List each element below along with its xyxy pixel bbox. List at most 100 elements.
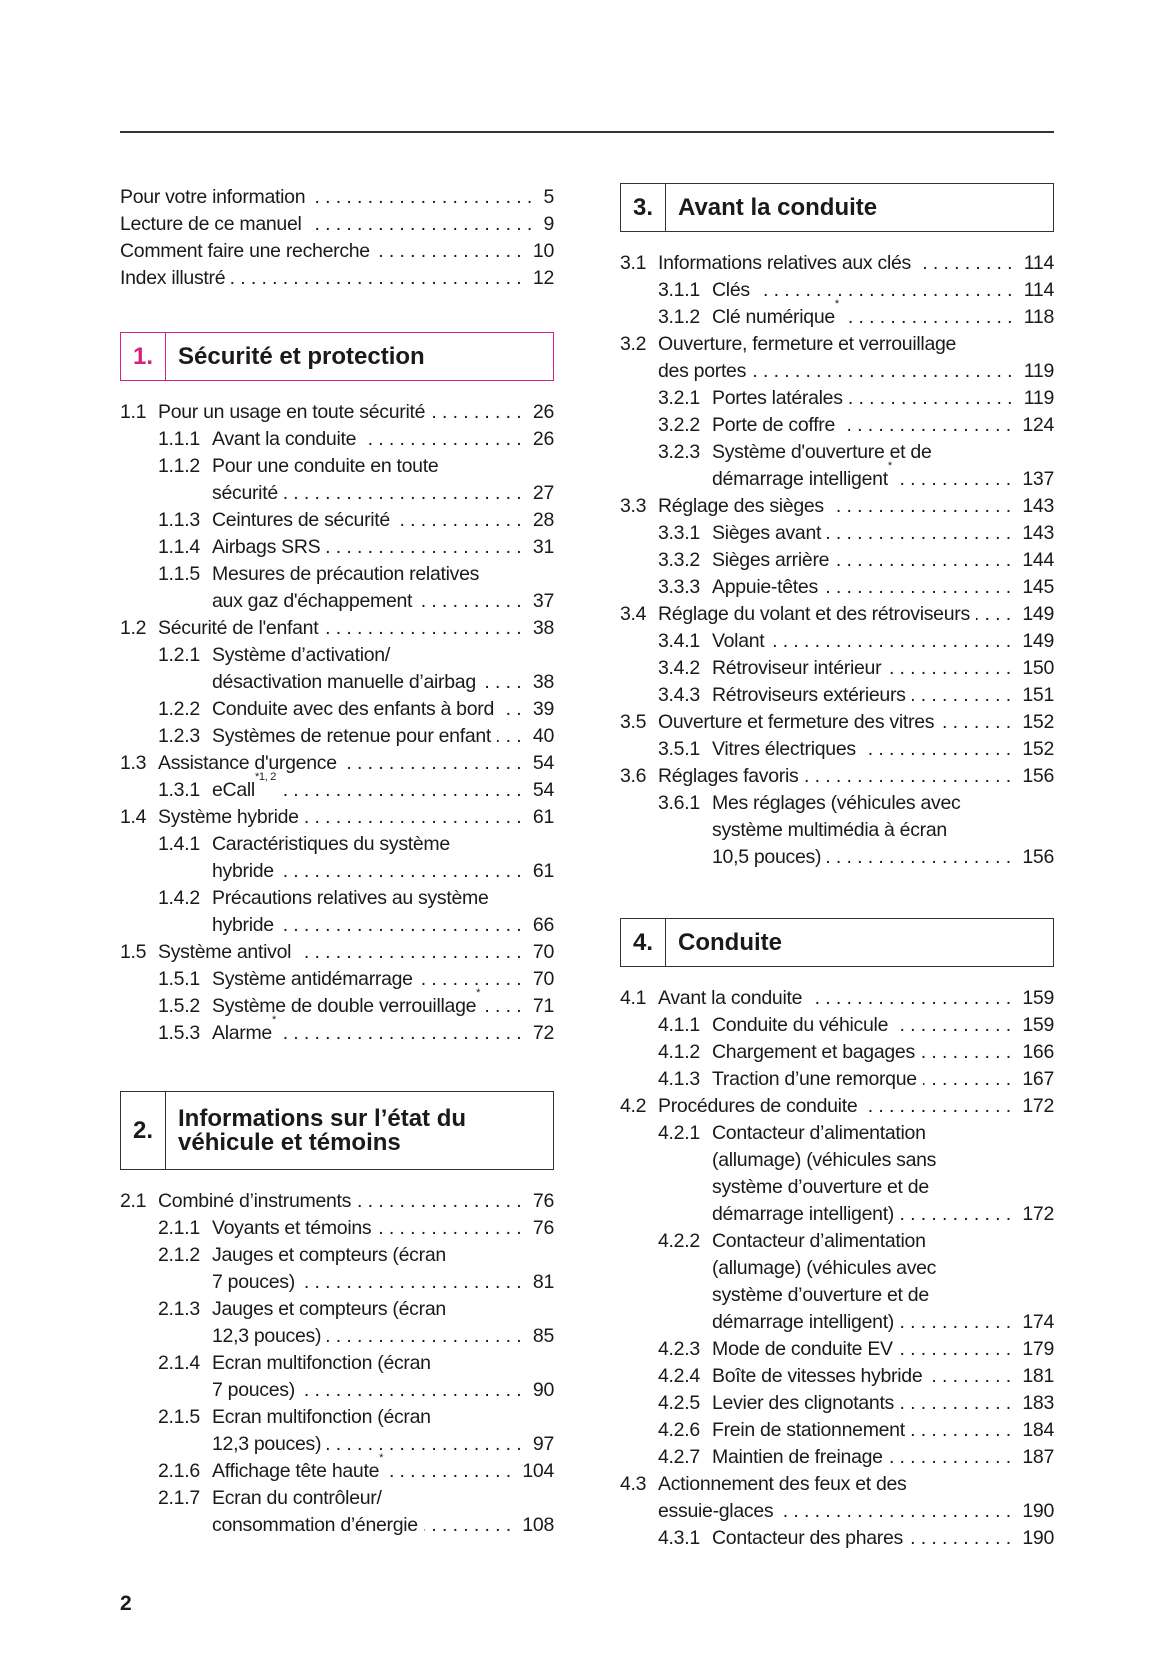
toc-entry[interactable]: 3.1 Informations relatives aux clés......…: [620, 250, 1054, 277]
toc-entry[interactable]: 2.1.6 Affichage tête haute*..............…: [120, 1453, 554, 1485]
toc-entry[interactable]: 3.4.3 Rétroviseurs extérieurs............…: [620, 682, 1054, 709]
toc-entry[interactable]: Index illustré..........................…: [120, 265, 554, 292]
toc-entry[interactable]: 2.1.3 Jauges et compteurs (écran 12,3 pouc…: [120, 1296, 554, 1350]
toc-entry[interactable]: 4.2.1 Contacteur d’alimentation (allumage)…: [620, 1120, 1054, 1228]
toc-entry[interactable]: 3.2.2 Porte de coffre....................…: [620, 412, 1054, 439]
toc-entry-line: 1.2 Sécurité de l'enfant.................…: [120, 615, 554, 642]
toc-entry[interactable]: 1.5.2 Système de double verrouillage *....…: [120, 988, 554, 1020]
toc-entry[interactable]: 1.2.1 Système d’activation/désactivation …: [120, 642, 554, 696]
toc-entry[interactable]: 1.2 Sécurité de l'enfant.................…: [120, 615, 554, 642]
toc-entry[interactable]: 1.2.3 Systèmes de retenue pour enfant....…: [120, 723, 554, 750]
entry-title: Systèmes de retenue pour enfant: [212, 723, 498, 750]
toc-entry-line: 7 pouces)...............................…: [120, 1377, 554, 1404]
toc-entry[interactable]: 3.3 Réglage des sièges...................…: [620, 493, 1054, 520]
toc-entry-line: 1.2.3 Systèmes de retenue pour enfant....…: [120, 723, 554, 750]
toc-entry[interactable]: 3.5 Ouverture et fermeture des vitres....…: [620, 709, 1054, 736]
toc-entry[interactable]: 4.2.4 Boîte de vitesses hybride..........…: [620, 1363, 1054, 1390]
toc-entry[interactable]: 4.1.1 Conduite du véhicule...............…: [620, 1012, 1054, 1039]
toc-entry[interactable]: 4.1.2 Chargement et bagages..............…: [620, 1039, 1054, 1066]
entry-title: Assistance d'urgence: [158, 750, 343, 777]
toc-entry[interactable]: 3.2.1 Portes latérales...................…: [620, 385, 1054, 412]
toc-entry[interactable]: 2.1.5 Ecran multifonction (écran 12,3 pouc…: [120, 1404, 554, 1458]
toc-entry[interactable]: 3.4.2 Rétroviseur intérieur..............…: [620, 655, 1054, 682]
toc-entry[interactable]: 2.1.2 Jauges et compteurs (écran 7 pouces)…: [120, 1242, 554, 1296]
entry-title: Comment faire une recherche: [120, 238, 376, 265]
toc-entry[interactable]: 1.1.4 Airbags SRS........................…: [120, 534, 554, 561]
toc-entry[interactable]: 1.1.3 Ceintures de sécurité..............…: [120, 507, 554, 534]
entry-page: 190: [1016, 1525, 1054, 1552]
entry-title: Frein de stationnement: [712, 1417, 911, 1444]
toc-entry[interactable]: 1.5.3 Alarme*............................…: [120, 1015, 554, 1047]
toc-entry[interactable]: Comment faire une recherche.............…: [120, 238, 554, 265]
toc-entry[interactable]: 1.1.2 Pour une conduite en toute sécurité.…: [120, 453, 554, 507]
dot-leader: ........................................…: [752, 360, 1018, 382]
entry-number: 1.4.2: [158, 887, 200, 909]
toc-entry[interactable]: 3.3.3 Appuie-têtes.......................…: [620, 574, 1054, 601]
toc-entry[interactable]: 1.3.1 eCall*1, 2.........................…: [120, 772, 554, 804]
dot-leader: ........................................…: [920, 1041, 1017, 1063]
toc-entry-line: système d’ouverture et de: [620, 1174, 1054, 1201]
toc-entry[interactable]: 3.4 Réglage du volant et des rétroviseurs…: [620, 601, 1054, 628]
toc-entry[interactable]: 3.6.1 Mes réglages (véhicules avec système…: [620, 790, 1054, 871]
toc-entry[interactable]: 4.2.6 Frein de stationnement.............…: [620, 1417, 1054, 1444]
toc-entry-line: 1.4.1 Caractéristiques du système: [120, 831, 554, 858]
entry-text: (allumage) (véhicules sans: [712, 1147, 1054, 1174]
toc-entry[interactable]: 2.1.7 Ecran du contrôleur/consommation d’…: [120, 1485, 554, 1539]
toc-entry[interactable]: 1.5.1 Système antidémarrage..............…: [120, 966, 554, 993]
toc-entry[interactable]: 1.1.1 Avant la conduite..................…: [120, 426, 554, 453]
dot-leader: ........................................…: [827, 846, 1017, 868]
toc-entry-line: 3.1.2 Clé numérique*.....................…: [620, 299, 1054, 331]
toc-entry[interactable]: 3.3.2 Sièges arrière.....................…: [620, 547, 1054, 574]
entry-number: 3.4.1: [658, 630, 700, 652]
toc-entry[interactable]: 1.1.5 Mesures de précaution relatives aux …: [120, 561, 554, 615]
toc-entry[interactable]: 4.2.5 Levier des clignotants.............…: [620, 1390, 1054, 1417]
toc-entry[interactable]: 3.5.1 Vitres électriques.................…: [620, 736, 1054, 763]
toc-entry[interactable]: 1.3 Assistance d'urgence.................…: [120, 750, 554, 777]
toc-entry[interactable]: 3.1.2 Clé numérique*.....................…: [620, 299, 1054, 331]
toc-entry[interactable]: 4.3 Actionnement des feux et des essuie-gl…: [620, 1471, 1054, 1525]
toc-entry[interactable]: 1.4.2 Précautions relatives au système hyb…: [120, 885, 554, 939]
entry-page: 179: [1016, 1336, 1054, 1363]
entry-title: Système hybride: [158, 804, 305, 831]
toc-entry[interactable]: 2.1.4 Ecran multifonction (écran 7 pouces)…: [120, 1350, 554, 1404]
toc-entry[interactable]: 3.4.1 Volant.............................…: [620, 628, 1054, 655]
toc-entry[interactable]: 4.2.2 Contacteur d’alimentation (allumage)…: [620, 1228, 1054, 1336]
entry-title: Réglage des sièges: [658, 493, 830, 520]
toc-entry[interactable]: 3.1.1 Clés...............................…: [620, 277, 1054, 304]
entry-page: 149: [1016, 628, 1054, 655]
toc-entry[interactable]: 1.5 Système antivol......................…: [120, 939, 554, 966]
toc-entry[interactable]: 3.2.3 Système d'ouverture et de démarrage …: [620, 439, 1054, 493]
entry-number: 1.2.3: [158, 725, 200, 747]
toc-entry[interactable]: 4.2.7 Maintien de freinage...............…: [620, 1444, 1054, 1471]
toc-entry[interactable]: 1.4 Système hybride......................…: [120, 804, 554, 831]
toc-entry[interactable]: 4.2 Procédures de conduite...............…: [620, 1093, 1054, 1120]
entry-title: 12,3 pouces): [212, 1431, 328, 1458]
entry-text: Ecran multifonction (écran: [212, 1350, 554, 1377]
toc-entry[interactable]: 1.1 Pour un usage en toute sécurité......…: [120, 399, 554, 426]
entry-page: 104: [516, 1458, 554, 1485]
toc-entry[interactable]: Pour votre information..................…: [120, 184, 554, 211]
toc-entry[interactable]: 4.2.3 Mode de conduite EV................…: [620, 1336, 1054, 1363]
toc-entry[interactable]: Lecture de ce manuel....................…: [120, 211, 554, 238]
entry-page: 54: [526, 777, 554, 804]
toc-entry[interactable]: 3.2 Ouverture, fermeture et verrouillage d…: [620, 331, 1054, 385]
entry-title: Ouverture et fermeture des vitres: [658, 709, 941, 736]
toc-entry[interactable]: 2.1 Combiné d’instruments................…: [120, 1188, 554, 1215]
toc-entry[interactable]: 4.1.3 Traction d’une remorque............…: [620, 1066, 1054, 1093]
toc-entry[interactable]: 2.1.1 Voyants et témoins.................…: [120, 1215, 554, 1242]
dot-leader: ........................................…: [231, 267, 527, 289]
toc-entry[interactable]: 4.1 Avant la conduite....................…: [620, 985, 1054, 1012]
entry-text: Jauges et compteurs (écran: [212, 1242, 554, 1269]
entry-number: 3.5: [620, 711, 647, 733]
toc-entry[interactable]: 3.3.1 Sièges avant.......................…: [620, 520, 1054, 547]
entry-title: Vitres électriques: [712, 736, 862, 763]
entry-text: Actionnement des feux et des: [658, 1471, 1054, 1498]
section-number: 4.: [621, 919, 666, 966]
toc-entry-line: 3.5.1 Vitres électriques.................…: [620, 736, 1054, 763]
entry-page: 5: [537, 184, 554, 211]
toc-entry-line: 3.2.3 Système d'ouverture et de: [620, 439, 1054, 466]
toc-entry[interactable]: 1.2.2 Conduite avec des enfants à bord...…: [120, 696, 554, 723]
toc-entry[interactable]: 3.6 Réglages favoris.....................…: [620, 763, 1054, 790]
toc-entry[interactable]: 1.4.1 Caractéristiques du système hybride.…: [120, 831, 554, 885]
toc-entry[interactable]: 4.3.1 Contacteur des phares..............…: [620, 1525, 1054, 1552]
